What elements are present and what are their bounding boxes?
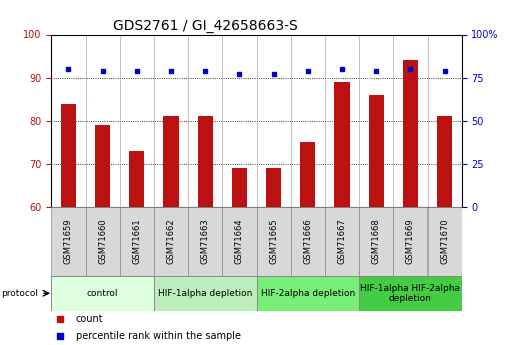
Bar [334, 82, 350, 207]
Bar [437, 117, 452, 207]
Bar [368, 95, 384, 207]
Text: GSM71664: GSM71664 [235, 219, 244, 264]
Bar [163, 117, 179, 207]
Bar [129, 151, 145, 207]
Bar [359, 207, 393, 276]
Text: count: count [76, 314, 104, 324]
Text: GSM71660: GSM71660 [98, 219, 107, 264]
Bar [95, 125, 110, 207]
Bar [154, 276, 256, 310]
Text: GSM71668: GSM71668 [372, 219, 381, 264]
Bar [393, 207, 427, 276]
Text: GSM71666: GSM71666 [303, 219, 312, 264]
Bar [198, 117, 213, 207]
Bar [403, 60, 418, 207]
Text: HIF-2alpha depletion: HIF-2alpha depletion [261, 289, 355, 298]
Bar [256, 276, 359, 310]
Text: percentile rank within the sample: percentile rank within the sample [76, 332, 241, 341]
Text: protocol: protocol [1, 289, 38, 298]
Bar [188, 207, 222, 276]
Bar [154, 207, 188, 276]
Text: GSM71669: GSM71669 [406, 219, 415, 264]
Bar [291, 207, 325, 276]
Text: GDS2761 / GI_42658663-S: GDS2761 / GI_42658663-S [113, 19, 298, 33]
Bar [51, 207, 86, 276]
Text: HIF-1alpha depletion: HIF-1alpha depletion [158, 289, 252, 298]
Bar [232, 168, 247, 207]
Bar [300, 142, 315, 207]
Bar [325, 207, 359, 276]
Bar [359, 276, 462, 310]
Bar [427, 207, 462, 276]
Text: GSM71661: GSM71661 [132, 219, 141, 264]
Text: GSM71659: GSM71659 [64, 219, 73, 264]
Bar [222, 207, 256, 276]
Bar [86, 207, 120, 276]
Bar [266, 168, 281, 207]
Text: HIF-1alpha HIF-2alpha
depletion: HIF-1alpha HIF-2alpha depletion [361, 284, 460, 303]
Text: GSM71665: GSM71665 [269, 219, 278, 264]
Text: GSM71663: GSM71663 [201, 219, 210, 264]
Bar [51, 276, 154, 310]
Text: GSM71670: GSM71670 [440, 219, 449, 264]
Text: GSM71667: GSM71667 [338, 219, 346, 264]
Bar [256, 207, 291, 276]
Text: GSM71662: GSM71662 [167, 219, 175, 264]
Text: control: control [87, 289, 119, 298]
Bar [120, 207, 154, 276]
Bar [61, 104, 76, 207]
